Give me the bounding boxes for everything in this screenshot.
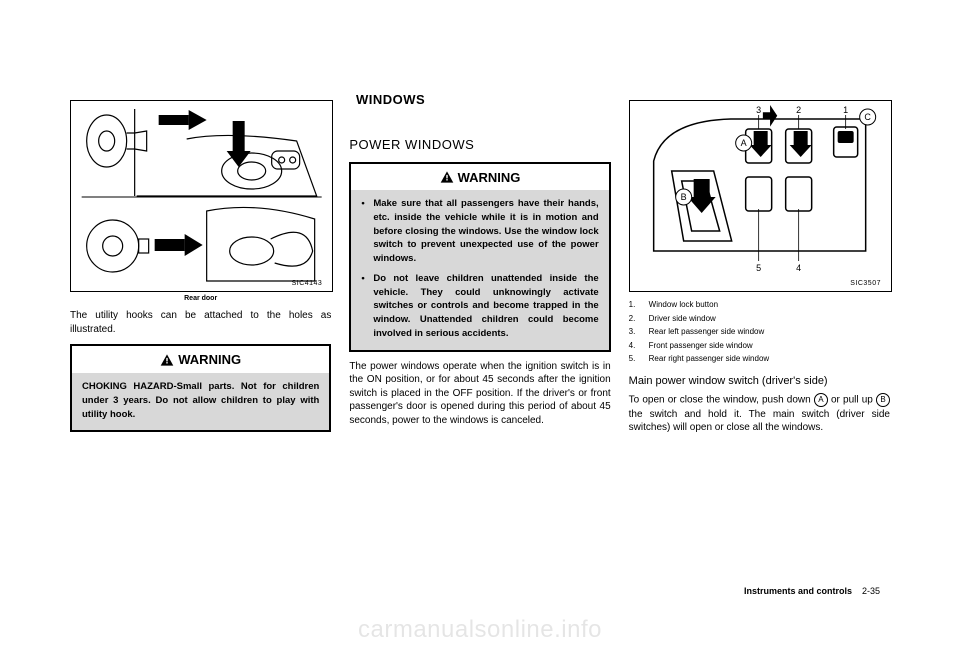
svg-text:5: 5 [756,263,761,273]
page: WINDOWS [0,0,960,664]
legend-num: 4. [629,339,649,353]
legend-text: Rear right passenger side window [649,352,770,366]
footer-page: 2-35 [862,586,880,596]
legend-num: 1. [629,298,649,312]
svg-text:B: B [680,192,686,202]
legend-text: Window lock button [649,298,718,312]
legend-text: Front passenger side window [649,339,753,353]
legend-num: 5. [629,352,649,366]
figure-code-1: SIC4143 [292,279,323,288]
warning-body-1: CHOKING HAZARD-Small parts. Not for chil… [72,373,329,430]
figure-rear-door-svg [71,101,332,291]
legend-text: Driver side window [649,312,716,326]
col2-body: The power windows operate when the ignit… [349,360,610,428]
warning-icon [440,170,454,184]
columns: SIC4143 Rear door The utility hooks can … [0,0,960,441]
column-1: SIC4143 Rear door The utility hooks can … [70,100,331,441]
col3-body-post: the switch and hold it. The main switch … [629,409,890,434]
legend-num: 2. [629,312,649,326]
subsection-title: Main power window switch (driver's side) [629,374,890,389]
svg-text:1: 1 [843,105,848,115]
warning-title-2: WARNING [351,164,608,191]
watermark: carmanualsonline.info [0,616,960,644]
column-2: POWER WINDOWS WARNING Make sure that all… [349,100,610,441]
warning-body-2: Make sure that all passengers have their… [351,190,608,350]
warning-box-1: WARNING CHOKING HAZARD-Small parts. Not … [70,344,331,432]
svg-text:A: A [740,138,746,148]
circ-a: A [814,393,828,407]
col3-body-pre: To open or close the window, push down [629,395,814,406]
warning-title-1-text: WARNING [178,351,241,369]
legend-num: 3. [629,325,649,339]
warning-box-2: WARNING Make sure that all passengers ha… [349,162,610,352]
power-windows-heading: POWER WINDOWS [349,136,610,154]
legend-row: 1.Window lock button [629,298,890,312]
figure-caption-1: Rear door [70,294,331,303]
circ-b: B [876,393,890,407]
figure-switch-panel: A B C 1 2 3 4 5 SIC3507 [629,100,892,292]
legend-row: 4.Front passenger side window [629,339,890,353]
legend-row: 3.Rear left passenger side window [629,325,890,339]
warning-title-1: WARNING [72,346,329,373]
legend: 1.Window lock button 2.Driver side windo… [629,298,890,366]
section-heading: WINDOWS [356,92,425,107]
col3-body-mid: or pull up [831,395,876,406]
figure-code-2: SIC3507 [850,279,881,288]
legend-row: 2.Driver side window [629,312,890,326]
legend-text: Rear left passenger side window [649,325,765,339]
svg-text:C: C [864,112,871,122]
legend-row: 5.Rear right passenger side window [629,352,890,366]
warning-item: Do not leave children unattended inside … [373,272,598,341]
warning-item: Make sure that all passengers have their… [373,197,598,266]
figure-rear-door: SIC4143 [70,100,333,292]
footer-chapter: Instruments and controls [744,586,852,596]
warning-title-2-text: WARNING [458,169,521,187]
warning-icon [160,353,174,367]
svg-text:2: 2 [796,105,801,115]
footer: Instruments and controls 2-35 [744,586,880,596]
svg-text:3: 3 [756,105,761,115]
figure-switch-panel-svg: A B C 1 2 3 4 5 [630,101,891,291]
col3-body: To open or close the window, push down A… [629,393,890,434]
svg-text:4: 4 [796,263,801,273]
column-3: A B C 1 2 3 4 5 SIC3507 [629,100,890,441]
col1-body: The utility hooks can be attached to the… [70,309,331,336]
